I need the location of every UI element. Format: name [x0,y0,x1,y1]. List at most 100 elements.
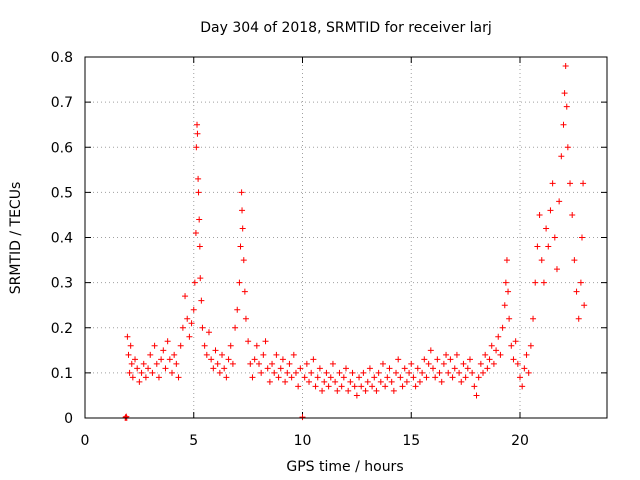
data-point [153,360,160,367]
data-point [297,365,304,372]
data-point [356,374,363,381]
data-point [349,369,356,376]
data-point [390,387,397,394]
data-point [147,351,154,358]
data-point [480,369,487,376]
data-point [227,342,234,349]
data-point [573,288,580,295]
data-point [488,342,495,349]
data-point [382,383,389,390]
data-point [166,356,173,363]
data-point [547,207,554,214]
data-point [556,198,563,205]
data-point [171,351,178,358]
data-point [327,374,334,381]
data-point [134,365,141,372]
data-point [538,257,545,264]
data-point [358,383,365,390]
data-point [373,387,380,394]
data-point [558,153,565,160]
data-point [290,351,297,358]
data-point [223,374,230,381]
data-point [196,216,203,223]
data-point [190,306,197,313]
data-point [197,275,204,282]
data-point [517,374,523,381]
data-point [569,211,576,218]
y-axis-title: SRMTID / TECUs [8,182,24,295]
data-point [145,365,152,372]
data-point [345,387,352,394]
data-point [425,360,432,367]
data-point [406,369,413,376]
data-point [149,369,156,376]
data-point [343,365,349,372]
data-point [240,257,247,264]
data-point [353,392,360,399]
data-point [196,243,203,250]
y-tick-label: 0.6 [51,140,73,156]
data-point [212,347,219,354]
data-point [195,189,202,196]
data-point [351,383,358,390]
data-point [194,121,201,128]
x-tick-labels: 0 5 10 15 20 [81,433,529,449]
data-point [292,369,299,376]
data-point [306,378,313,385]
data-point [316,365,323,372]
data-point [401,365,408,372]
data-point [414,365,421,372]
data-point [301,374,308,381]
data-point [462,374,469,381]
data-point [128,360,135,367]
data-point [371,374,378,381]
data-point [490,360,497,367]
data-point [388,378,395,385]
data-point [188,320,195,327]
x-axis-title: GPS time / hours [286,459,403,475]
data-point [562,63,569,70]
data-point [501,302,508,309]
data-point [186,333,193,340]
data-point [497,351,504,358]
data-point [410,374,417,381]
data-point [229,360,236,367]
data-point [466,356,473,363]
data-point [216,369,223,376]
data-point [225,356,232,363]
data-point [449,374,456,381]
data-point [124,333,131,340]
data-point [495,333,502,340]
data-point [214,360,221,367]
data-point [284,369,291,376]
data-point [397,374,404,381]
data-point [384,374,391,381]
data-point [208,356,215,363]
x-tick-label: 20 [511,433,529,449]
data-point [321,378,328,385]
data-point [158,356,165,363]
data-point [549,180,556,187]
data-point [245,338,252,345]
data-point [249,374,256,381]
data-point [275,374,282,381]
data-point [277,365,284,372]
data-point [203,351,210,358]
x-tick-label: 10 [294,433,312,449]
data-point [338,383,345,390]
data-point [580,180,587,187]
data-point [308,369,315,376]
data-point [364,378,371,385]
data-point [502,279,509,286]
data-point [530,315,537,322]
data-point [460,360,467,367]
x-tick-label: 0 [81,433,90,449]
data-point [453,351,460,358]
data-point [162,365,169,372]
x-tick-label: 5 [189,433,198,449]
y-tick-label: 0.5 [51,185,73,201]
data-point [312,383,319,390]
data-point [416,378,423,385]
data-point [360,369,367,376]
